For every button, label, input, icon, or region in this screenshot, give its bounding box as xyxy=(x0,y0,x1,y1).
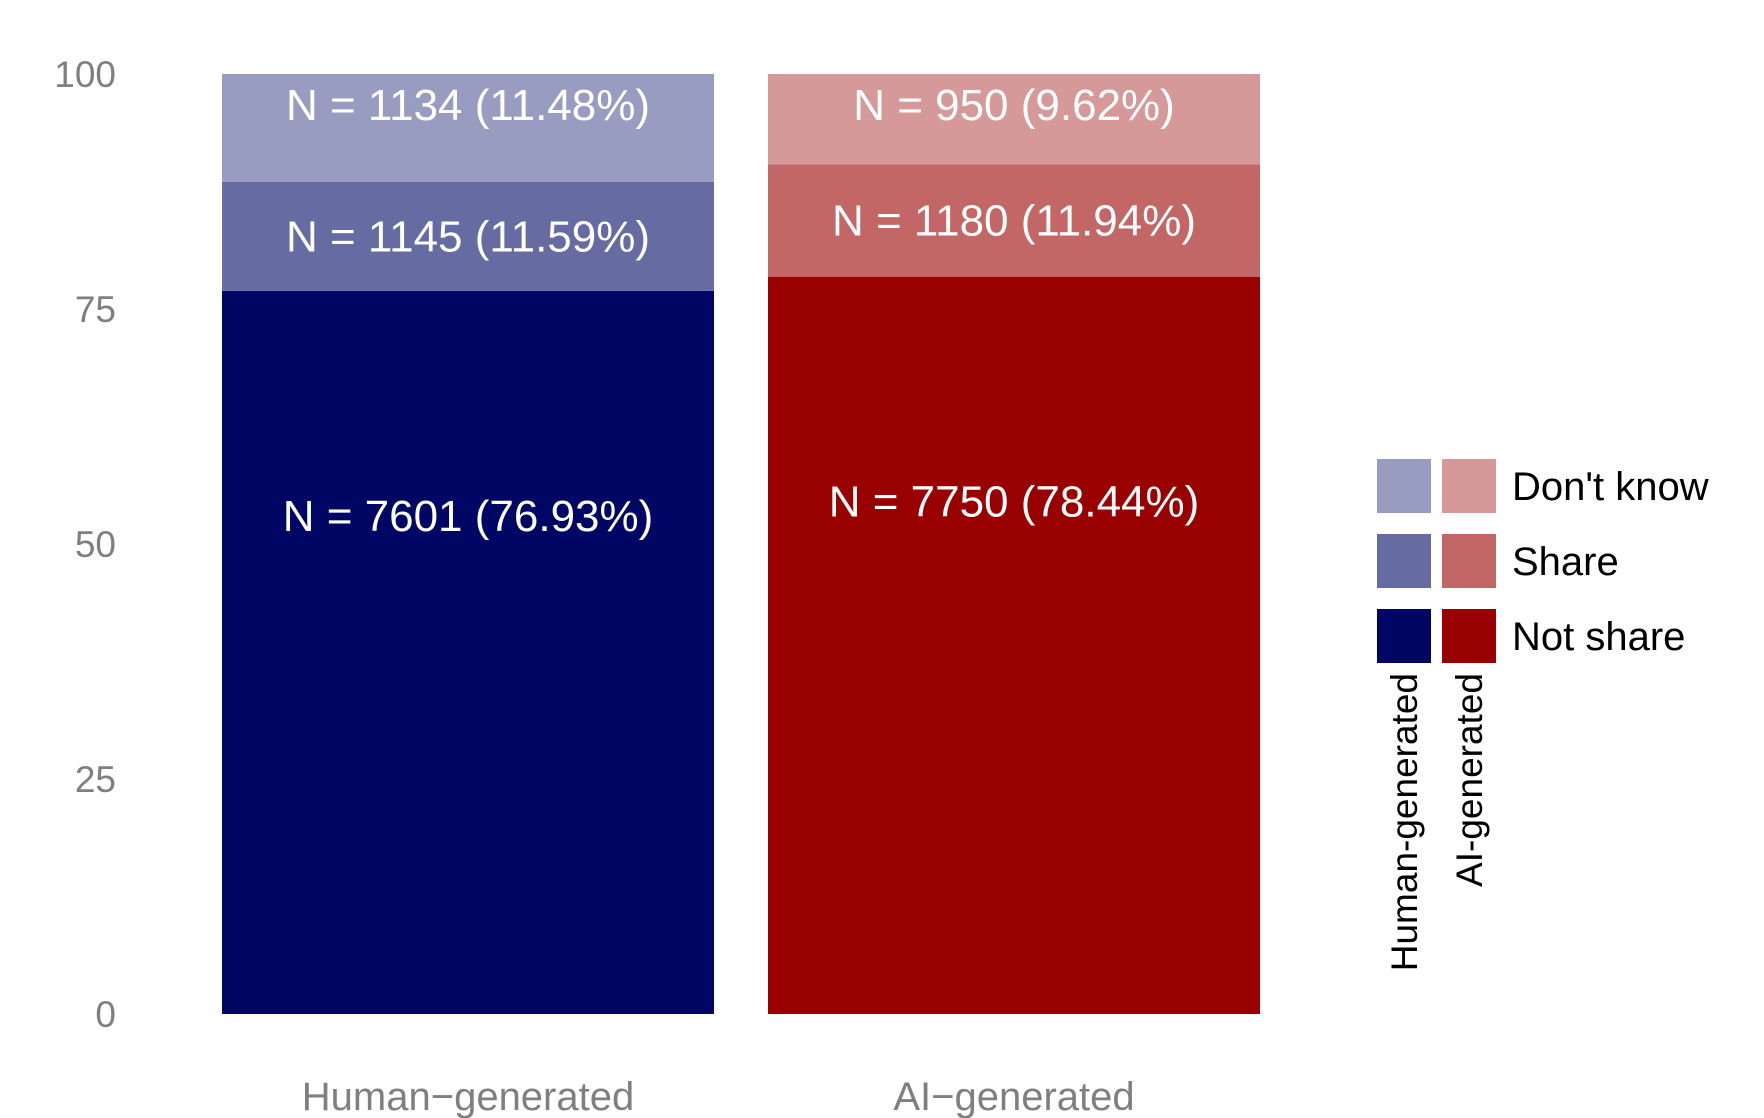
legend-label: Not share xyxy=(1512,615,1685,659)
legend-swatch xyxy=(1377,534,1431,588)
y-tick-label: 75 xyxy=(75,289,116,330)
legend-column-label: AI-generated xyxy=(1449,673,1490,887)
data-label: N = 1180 (11.94%) xyxy=(832,197,1196,246)
data-label: N = 7601 (76.93%) xyxy=(283,492,654,541)
bar-segment-share xyxy=(768,164,1260,277)
legend-label: Share xyxy=(1512,540,1619,584)
legend-label: Don't know xyxy=(1512,465,1709,509)
data-label: N = 1145 (11.59%) xyxy=(286,212,650,261)
y-axis: 0 25 50 75 100 xyxy=(54,54,116,1035)
y-tick-label: 50 xyxy=(75,524,116,565)
bar-segment-share xyxy=(222,181,714,291)
bars xyxy=(222,74,1260,1014)
y-tick-label: 100 xyxy=(54,54,116,95)
legend-swatch xyxy=(1442,534,1496,588)
legend-swatch xyxy=(1442,609,1496,663)
x-category-label: Human−generated xyxy=(302,1075,634,1118)
bar-segment-not-share xyxy=(768,276,1260,1014)
x-category-label: AI−generated xyxy=(893,1075,1134,1118)
data-label: N = 950 (9.62%) xyxy=(853,81,1175,130)
legend-swatch xyxy=(1442,459,1496,513)
bar-labels: N = 7601 (76.93%) N = 1145 (11.59%) N = 11… xyxy=(283,81,1200,541)
y-tick-label: 25 xyxy=(75,759,116,800)
data-label: N = 7750 (78.44%) xyxy=(829,478,1200,527)
y-tick-label: 0 xyxy=(95,994,116,1035)
legend-column-label: Human-generated xyxy=(1384,673,1425,971)
bar-segment-don-t-know xyxy=(222,74,714,182)
bar-segment-don-t-know xyxy=(768,74,1260,165)
x-axis: Human−generated AI−generated xyxy=(302,1075,1135,1118)
legend-swatch xyxy=(1377,459,1431,513)
data-label: N = 1134 (11.48%) xyxy=(286,81,650,130)
legend-swatch xyxy=(1377,609,1431,663)
legend: Don't know Share Not share Human-generated A… xyxy=(1377,459,1709,971)
bar-segment-not-share xyxy=(222,290,714,1014)
